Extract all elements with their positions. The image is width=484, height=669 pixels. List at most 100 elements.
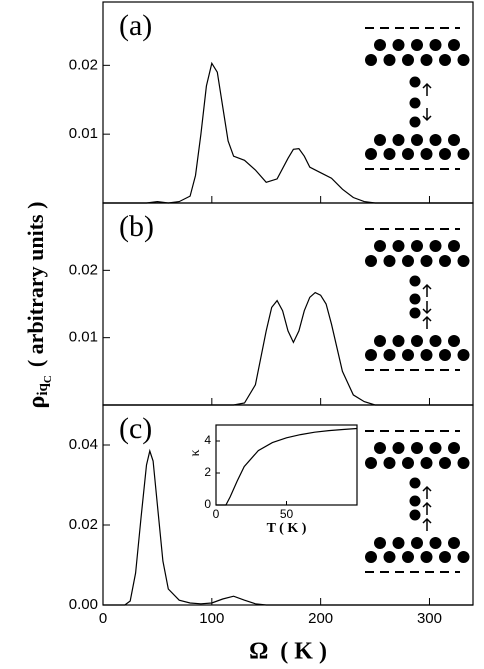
atom	[374, 537, 386, 549]
atom	[439, 551, 451, 563]
atom	[365, 255, 377, 267]
curve	[103, 448, 473, 606]
y-tick-label: 0.01	[69, 329, 98, 346]
atom	[409, 509, 421, 521]
atom	[365, 148, 377, 160]
atom	[402, 551, 414, 563]
atom	[374, 240, 386, 252]
atom	[409, 116, 421, 128]
atom	[374, 442, 386, 454]
y-tick-label: 4	[204, 433, 211, 447]
atom	[439, 255, 451, 267]
y-tick-label: 0	[204, 497, 211, 511]
spin-arrow-head	[422, 283, 432, 290]
atom	[439, 457, 451, 469]
y-tick-label: 0.04	[69, 436, 98, 453]
atom	[448, 240, 460, 252]
x-label: Ω ( K )	[249, 639, 327, 665]
atom	[411, 134, 423, 146]
atom	[411, 39, 423, 51]
x-tick-label: 50	[280, 507, 294, 521]
panel-label: (c)	[119, 412, 152, 445]
y-tick-label: 0.02	[69, 516, 98, 533]
atom	[392, 134, 405, 146]
atom	[374, 335, 386, 347]
y-label-symbol: ρ	[24, 396, 50, 409]
atom	[429, 335, 442, 347]
atom	[448, 39, 460, 51]
spin-arrow-head	[422, 517, 432, 524]
atom	[457, 551, 470, 563]
inset-frame	[215, 424, 358, 506]
atom	[365, 54, 377, 66]
atom	[402, 148, 414, 160]
atom	[409, 307, 421, 319]
x-label: T ( K )	[267, 521, 307, 536]
atom	[402, 255, 414, 267]
y-tick-label: 0.02	[69, 56, 98, 73]
atom	[374, 134, 386, 146]
atom	[392, 39, 405, 51]
curve	[103, 291, 473, 406]
curve	[103, 61, 473, 204]
atom	[429, 240, 442, 252]
atom	[402, 349, 414, 361]
y-label: ρiqC ( arbitrary units )	[23, 202, 53, 409]
atom	[383, 551, 396, 563]
x-tick-label: 0	[213, 507, 220, 521]
atom	[392, 442, 405, 454]
atom	[365, 551, 377, 563]
atom	[457, 457, 470, 469]
atom	[420, 148, 433, 160]
y-tick-label: 0.01	[69, 125, 98, 142]
spin-arrow-head	[422, 308, 432, 315]
atom	[448, 537, 460, 549]
atom	[365, 457, 377, 469]
y-tick-label: 0.00	[69, 596, 98, 613]
atom	[457, 148, 470, 160]
spin-arrow-head	[422, 315, 432, 322]
y-tick-label: 2	[204, 465, 211, 479]
spin-arrow-head	[422, 115, 432, 122]
atom	[448, 442, 460, 454]
atom	[439, 54, 451, 66]
inset-y-label: κ	[188, 449, 203, 456]
atom	[383, 148, 396, 160]
spin-arrow-head	[422, 501, 432, 508]
atom	[409, 477, 421, 489]
spin-arrow-head	[422, 82, 432, 89]
panel-frame	[102, 202, 474, 406]
atom	[383, 457, 396, 469]
x-tick-label: 0	[99, 610, 107, 627]
atom	[429, 537, 442, 549]
atom	[392, 240, 405, 252]
atom	[402, 54, 414, 66]
atom	[429, 442, 442, 454]
x-tick-label: 300	[417, 610, 442, 627]
atom	[411, 537, 423, 549]
atom	[420, 54, 433, 66]
atom	[383, 255, 396, 267]
atom	[448, 335, 460, 347]
atom	[409, 76, 421, 88]
y-label-units: ( arbitrary units )	[23, 202, 48, 368]
atom	[411, 335, 423, 347]
atom	[439, 349, 451, 361]
atom	[383, 54, 396, 66]
x-tick-label: 200	[308, 610, 333, 627]
atom	[439, 148, 451, 160]
y-label-subsub: C	[42, 375, 54, 383]
atom	[409, 97, 421, 109]
panel-label: (b)	[119, 210, 154, 243]
atom	[429, 39, 442, 51]
atom	[392, 537, 405, 549]
atom	[409, 495, 421, 507]
atom	[409, 293, 421, 305]
atom	[411, 240, 423, 252]
spin-arrow-head	[422, 485, 432, 492]
atom	[402, 457, 414, 469]
atom	[374, 39, 386, 51]
panel-label: (a)	[119, 9, 152, 42]
curve	[216, 427, 358, 506]
atom	[457, 349, 470, 361]
